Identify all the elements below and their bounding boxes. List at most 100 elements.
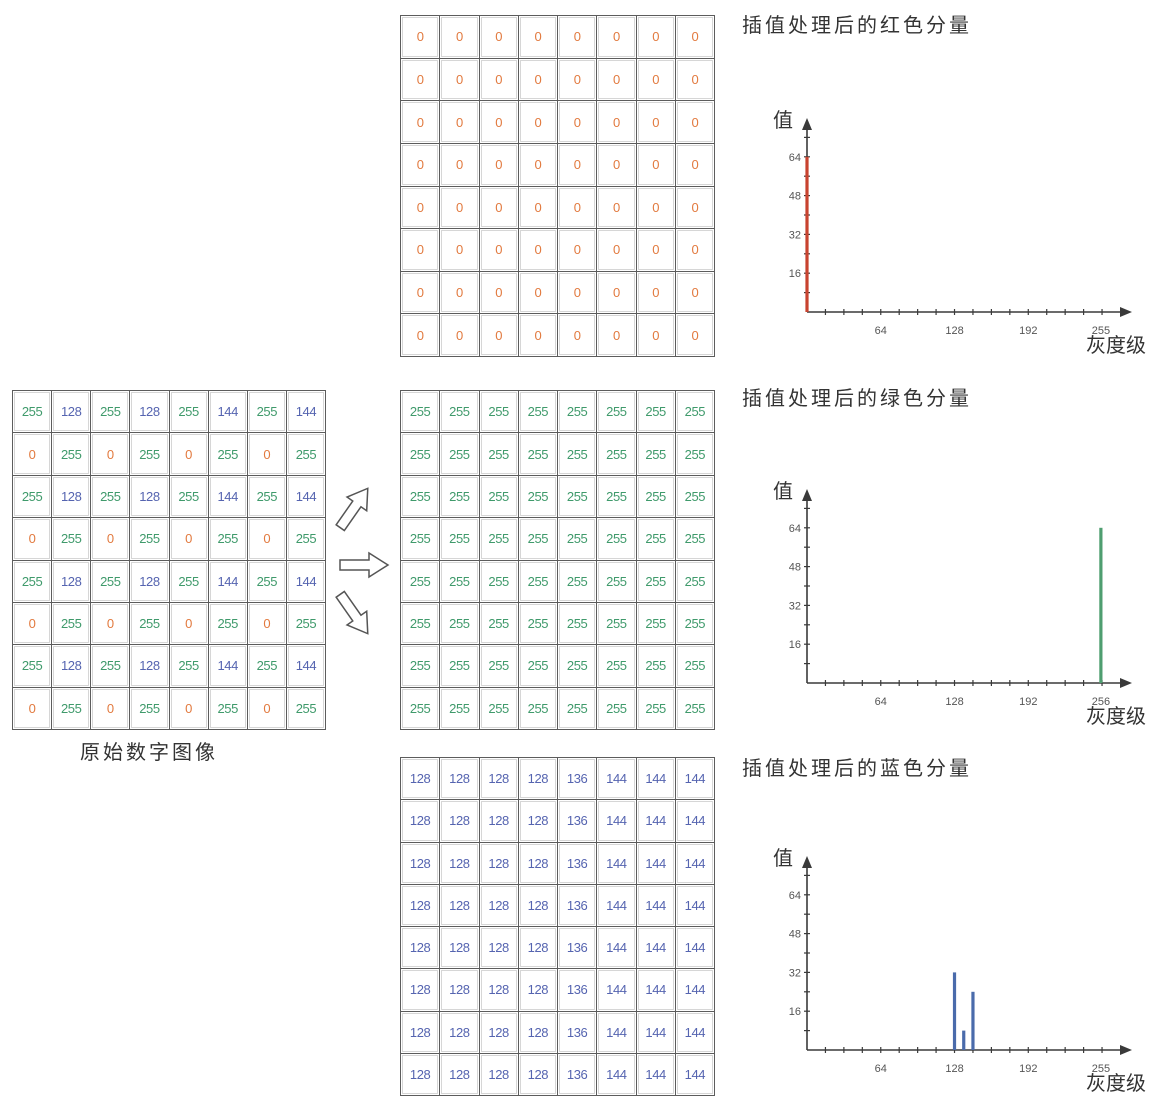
pixel-value-cell: 0 xyxy=(558,229,598,272)
pixel-value-cell: 0 xyxy=(675,143,715,187)
y-tick-label: 32 xyxy=(789,967,801,979)
pixel-value-cell: 255 xyxy=(247,560,287,603)
pixel-value-cell: 255 xyxy=(597,518,637,561)
pixel-value-cell: 255 xyxy=(479,645,519,688)
pixel-value-cell: 136 xyxy=(558,1053,598,1096)
pixel-value-cell: 255 xyxy=(440,475,480,519)
pixel-value-cell: 128 xyxy=(52,645,92,688)
pixel-value-cell: 255 xyxy=(440,560,480,603)
pixel-value-cell: 144 xyxy=(286,391,326,434)
pixel-value-cell: 128 xyxy=(130,645,170,688)
pixel-value-cell: 0 xyxy=(636,58,676,102)
pixel-value-cell: 144 xyxy=(208,560,248,603)
y-tick-label: 64 xyxy=(789,890,801,902)
pixel-value-cell: 255 xyxy=(91,560,131,603)
pixel-value-cell: 0 xyxy=(401,58,441,102)
pixel-value-cell: 255 xyxy=(169,645,209,688)
arrow-up-right-icon xyxy=(335,487,369,532)
x-tick-label: 255 xyxy=(1092,325,1110,337)
pixel-value-cell: 128 xyxy=(518,969,558,1012)
pixel-value-cell: 0 xyxy=(401,143,441,187)
pixel-value-cell: 0 xyxy=(597,101,637,144)
pixel-value-cell: 136 xyxy=(558,758,598,801)
pixel-value-cell: 144 xyxy=(597,800,637,843)
pixel-value-cell: 0 xyxy=(675,314,715,357)
pixel-value-cell: 255 xyxy=(13,475,53,519)
pixel-value-cell: 255 xyxy=(208,518,248,561)
pixel-value-cell: 255 xyxy=(636,687,676,730)
pixel-value-cell: 128 xyxy=(401,842,441,885)
pixel-value-cell: 255 xyxy=(169,560,209,603)
pixel-value-cell: 255 xyxy=(286,518,326,561)
pixel-value-cell: 128 xyxy=(518,800,558,843)
pixel-value-cell: 136 xyxy=(558,1011,598,1054)
pixel-value-cell: 255 xyxy=(247,391,287,434)
pixel-value-cell: 128 xyxy=(130,475,170,519)
pixel-value-cell: 255 xyxy=(286,602,326,646)
pixel-value-cell: 128 xyxy=(401,1053,441,1096)
pixel-value-cell: 144 xyxy=(597,758,637,801)
x-tick-label: 128 xyxy=(945,696,963,708)
pixel-value-cell: 144 xyxy=(597,969,637,1012)
pixel-value-cell: 255 xyxy=(169,475,209,519)
y-axis-label: 值 xyxy=(773,479,793,503)
pixel-value-cell: 255 xyxy=(13,560,53,603)
pixel-value-cell: 0 xyxy=(597,16,637,59)
pixel-value-cell: 144 xyxy=(286,475,326,519)
pixel-value-cell: 0 xyxy=(91,602,131,646)
pixel-value-cell: 128 xyxy=(518,927,558,970)
pixel-value-cell: 255 xyxy=(518,518,558,561)
x-axis-arrow-icon xyxy=(1120,307,1132,317)
pixel-value-cell: 128 xyxy=(518,842,558,885)
pixel-value-cell: 0 xyxy=(440,186,480,230)
pixel-value-cell: 0 xyxy=(597,271,637,315)
pixel-value-cell: 255 xyxy=(208,433,248,476)
pixel-value-cell: 128 xyxy=(479,800,519,843)
pixel-value-cell: 0 xyxy=(558,58,598,102)
pixel-value-cell: 255 xyxy=(636,391,676,434)
pixel-value-cell: 255 xyxy=(130,518,170,561)
pixel-value-cell: 0 xyxy=(401,314,441,357)
pixel-value-cell: 255 xyxy=(675,433,715,476)
pixel-value-cell: 0 xyxy=(479,229,519,272)
pixel-value-cell: 255 xyxy=(91,645,131,688)
pixel-value-cell: 128 xyxy=(52,391,92,434)
pixel-value-cell: 255 xyxy=(636,560,676,603)
x-tick-label: 192 xyxy=(1019,696,1037,708)
pixel-value-cell: 128 xyxy=(479,842,519,885)
pixel-value-cell: 144 xyxy=(636,758,676,801)
pixel-value-cell: 144 xyxy=(636,800,676,843)
pixel-value-cell: 144 xyxy=(208,475,248,519)
pixel-value-cell: 255 xyxy=(597,475,637,519)
pixel-value-cell: 0 xyxy=(169,602,209,646)
pixel-value-cell: 144 xyxy=(597,1011,637,1054)
pixel-value-cell: 255 xyxy=(597,687,637,730)
blue-component-grid: 128 128 128 128 136 144 144 144 128 128 128 128 136 1… xyxy=(400,757,715,1096)
pixel-value-cell: 255 xyxy=(401,518,441,561)
pixel-value-cell: 255 xyxy=(675,602,715,646)
pixel-value-cell: 0 xyxy=(13,687,53,730)
pixel-value-cell: 0 xyxy=(479,16,519,59)
pixel-value-cell: 0 xyxy=(558,314,598,357)
pixel-value-cell: 0 xyxy=(518,143,558,187)
pixel-value-cell: 255 xyxy=(675,687,715,730)
pixel-value-cell: 255 xyxy=(479,518,519,561)
pixel-value-cell: 255 xyxy=(675,645,715,688)
pixel-value-cell: 255 xyxy=(636,645,676,688)
pixel-value-cell: 0 xyxy=(518,186,558,230)
pixel-value-cell: 255 xyxy=(558,687,598,730)
pixel-value-cell: 255 xyxy=(675,518,715,561)
pixel-value-cell: 0 xyxy=(675,229,715,272)
x-tick-label: 64 xyxy=(875,325,887,337)
pixel-value-cell: 0 xyxy=(479,314,519,357)
y-tick-label: 16 xyxy=(789,1006,801,1018)
pixel-value-cell: 0 xyxy=(558,186,598,230)
pixel-value-cell: 0 xyxy=(91,687,131,730)
x-axis-label: 灰度级 xyxy=(1086,1071,1146,1095)
pixel-value-cell: 0 xyxy=(247,602,287,646)
pixel-value-cell: 128 xyxy=(518,1011,558,1054)
x-tick-label: 192 xyxy=(1019,1063,1037,1075)
pixel-value-cell: 0 xyxy=(13,433,53,476)
